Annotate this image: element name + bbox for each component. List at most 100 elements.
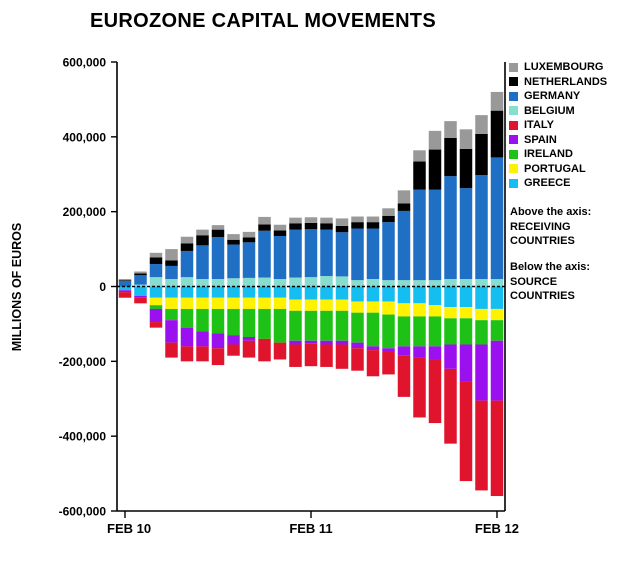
- bar-belgium-20: [428, 280, 442, 287]
- bar-germany-15: [351, 228, 364, 281]
- bar-greece-24: [490, 286, 504, 309]
- bar-germany-6: [211, 237, 225, 280]
- bar-portugal-20: [428, 305, 442, 317]
- bar-ireland-20: [428, 316, 442, 347]
- bar-netherlands-14: [335, 225, 349, 233]
- bar-ireland-6: [211, 308, 225, 334]
- legend-label: GERMANY: [524, 90, 581, 103]
- bar-luxembourg-15: [351, 216, 364, 223]
- bar-italy-7: [227, 344, 240, 356]
- bar-portugal-23: [475, 308, 488, 321]
- bar-luxembourg-19: [413, 150, 426, 162]
- bar-greece-21: [444, 286, 457, 308]
- y-tick-label-1: -400,000: [59, 430, 107, 444]
- bar-belgium-5: [196, 279, 209, 287]
- bar-netherlands-18: [397, 203, 411, 211]
- bar-spain-3: [165, 320, 178, 343]
- bar-luxembourg-5: [196, 229, 209, 236]
- legend-swatch: [509, 91, 518, 101]
- bar-italy-17: [382, 351, 395, 375]
- bar-portugal-17: [382, 301, 395, 315]
- bar-greece-12: [304, 286, 318, 300]
- bar-belgium-15: [351, 280, 364, 287]
- bar-greece-7: [227, 286, 240, 298]
- bar-germany-5: [196, 245, 209, 280]
- bar-belgium-1: [134, 284, 147, 287]
- bar-luxembourg-22: [459, 129, 473, 149]
- bar-portugal-19: [413, 303, 426, 317]
- bar-germany-3: [165, 265, 178, 280]
- legend-item-luxembourg: LUXEMBOURG: [509, 60, 607, 75]
- bar-luxembourg-20: [428, 130, 442, 150]
- bar-greece-8: [242, 286, 256, 298]
- y-tick-label-5: 400,000: [63, 130, 107, 144]
- bar-ireland-23: [475, 320, 488, 345]
- bar-germany-20: [428, 189, 442, 281]
- note-source-line-3: COUNTRIES: [510, 290, 575, 302]
- bar-netherlands-9: [258, 224, 271, 231]
- bar-ireland-12: [304, 310, 318, 341]
- y-tick-label-0: -600,000: [59, 505, 107, 519]
- bar-germany-18: [397, 210, 411, 281]
- bar-luxembourg-0: [118, 279, 132, 281]
- legend-item-ireland: IRELAND: [509, 147, 607, 162]
- bar-germany-2: [149, 264, 163, 278]
- x-tick-label-2: FEB 12: [475, 521, 519, 536]
- bar-italy-23: [475, 400, 488, 491]
- bar-italy-2: [149, 322, 163, 328]
- bar-luxembourg-14: [335, 218, 349, 226]
- bar-germany-16: [366, 228, 380, 280]
- bar-luxembourg-10: [273, 224, 287, 231]
- bar-greece-3: [165, 286, 178, 298]
- bar-ireland-19: [413, 316, 426, 347]
- bar-ireland-14: [335, 310, 349, 341]
- bar-germany-17: [382, 222, 395, 281]
- bar-ireland-11: [289, 310, 302, 341]
- bar-belgium-14: [335, 276, 349, 287]
- bar-greece-16: [366, 286, 380, 302]
- bar-spain-16: [366, 346, 380, 351]
- bar-belgium-6: [211, 279, 225, 287]
- legend-item-spain: SPAIN: [509, 133, 607, 148]
- bar-italy-13: [320, 344, 333, 367]
- bar-portugal-16: [366, 301, 380, 313]
- bar-greece-4: [180, 286, 194, 298]
- bar-netherlands-23: [475, 133, 488, 175]
- y-tick-label-4: 200,000: [63, 205, 107, 219]
- bar-luxembourg-1: [134, 271, 147, 274]
- bar-netherlands-6: [211, 229, 225, 238]
- bar-luxembourg-11: [289, 217, 302, 224]
- bar-luxembourg-24: [490, 91, 504, 111]
- legend-swatch: [509, 135, 518, 145]
- bar-italy-18: [397, 355, 411, 397]
- y-axis-label: MILLIONS OF EUROS: [10, 223, 24, 351]
- bar-spain-15: [351, 342, 364, 349]
- bar-ireland-3: [165, 308, 178, 321]
- bar-greece-19: [413, 286, 426, 304]
- bar-greece-23: [475, 286, 488, 309]
- bar-greece-5: [196, 286, 209, 298]
- bar-luxembourg-16: [366, 216, 380, 223]
- bar-spain-19: [413, 346, 426, 358]
- bar-netherlands-19: [413, 161, 426, 190]
- bar-luxembourg-6: [211, 225, 225, 230]
- bar-germany-9: [258, 230, 271, 278]
- bar-italy-14: [335, 344, 349, 369]
- bar-germany-19: [413, 189, 426, 281]
- legend-label: LUXEMBOURG: [524, 61, 604, 74]
- bar-greece-13: [320, 286, 333, 300]
- bar-luxembourg-4: [180, 236, 194, 244]
- note-receiving: Above the axis: RECEIVING COUNTRIES: [510, 205, 591, 249]
- bar-portugal-4: [180, 297, 194, 309]
- bar-belgium-21: [444, 279, 457, 287]
- bar-ireland-24: [490, 320, 504, 341]
- bar-italy-5: [196, 346, 209, 362]
- bar-italy-16: [366, 350, 380, 377]
- bar-germany-12: [304, 229, 318, 278]
- bar-portugal-10: [273, 297, 287, 309]
- bar-luxembourg-3: [165, 249, 178, 261]
- bar-germany-1: [134, 275, 147, 285]
- bar-belgium-16: [366, 279, 380, 287]
- bar-greece-11: [289, 286, 302, 300]
